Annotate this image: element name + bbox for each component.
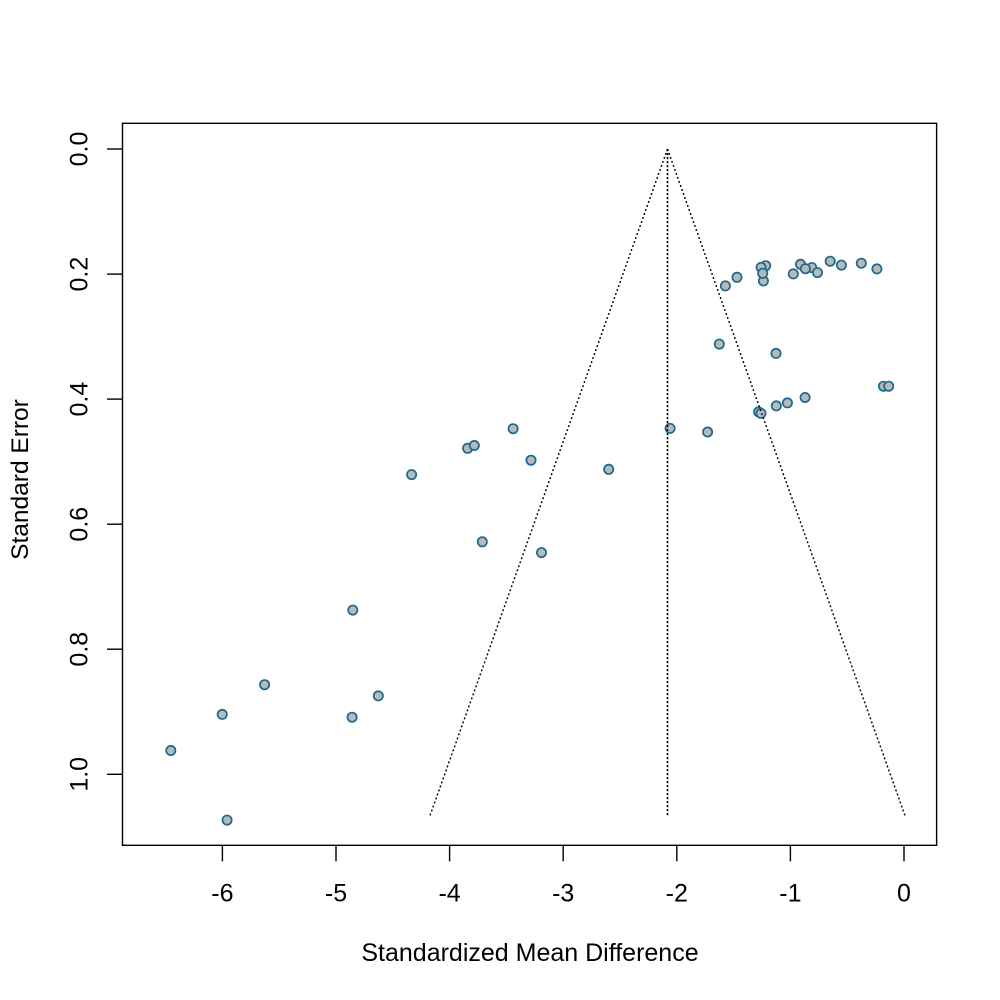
svg-text:-3: -3 — [552, 880, 574, 908]
svg-text:Standardized Mean Difference: Standardized Mean Difference — [361, 939, 698, 967]
svg-text:1.0: 1.0 — [66, 757, 94, 792]
svg-text:0.6: 0.6 — [66, 507, 94, 542]
svg-text:0: 0 — [897, 880, 911, 908]
svg-text:-2: -2 — [666, 880, 688, 908]
svg-text:Standard Error: Standard Error — [7, 399, 34, 560]
svg-text:0.2: 0.2 — [66, 257, 94, 292]
svg-text:0.4: 0.4 — [66, 382, 94, 417]
svg-text:0.8: 0.8 — [66, 632, 94, 667]
svg-text:-4: -4 — [438, 880, 460, 908]
svg-text:0.0: 0.0 — [66, 132, 94, 167]
svg-text:-6: -6 — [211, 880, 233, 908]
svg-text:-1: -1 — [779, 880, 801, 908]
svg-text:-5: -5 — [325, 880, 347, 908]
